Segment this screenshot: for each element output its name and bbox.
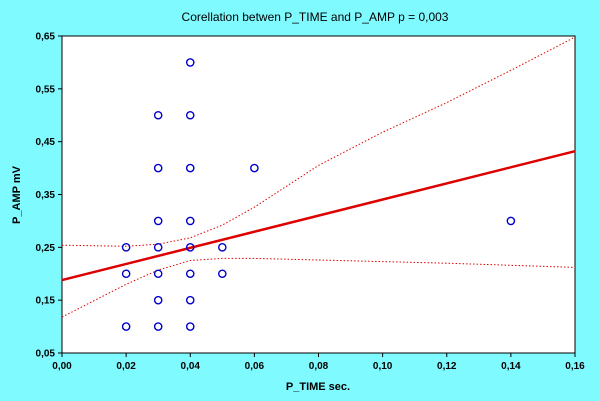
x-tick-label: 0,10 xyxy=(373,361,393,372)
data-point xyxy=(153,163,163,173)
x-tick-label: 0,12 xyxy=(437,361,457,372)
y-tick-label: 0,05 xyxy=(36,349,56,360)
x-tick-label: 0,04 xyxy=(181,361,201,372)
x-tick-label: 0,08 xyxy=(309,361,329,372)
x-tick-label: 0,14 xyxy=(501,361,521,372)
data-point xyxy=(218,269,227,279)
y-tick-label: 0,65 xyxy=(36,32,56,43)
regression-line xyxy=(61,149,576,282)
data-point xyxy=(153,269,163,279)
y-tick-label: 0,15 xyxy=(36,296,56,307)
data-point xyxy=(121,322,131,331)
data-point xyxy=(185,243,195,252)
x-axis-label: P_TIME sec. xyxy=(286,381,350,393)
x-tick-label: 0,16 xyxy=(565,361,585,372)
data-point xyxy=(185,269,195,279)
x-tick-label: 0,00 xyxy=(52,361,72,372)
y-axis-ticks: 0,05 0,15 0,25 0,35 0,45 0,55 0,65 xyxy=(36,32,62,360)
data-point xyxy=(153,243,163,252)
y-tick-label: 0,45 xyxy=(36,137,56,148)
data-point xyxy=(185,295,195,305)
x-tick-label: 0,06 xyxy=(245,361,265,372)
data-point xyxy=(250,163,259,173)
data-point xyxy=(185,322,195,331)
data-point xyxy=(121,269,131,279)
data-point xyxy=(121,243,131,252)
data-point xyxy=(185,110,195,120)
chart-title: Corellation betwen P_TIME and P_AMP p = … xyxy=(182,10,449,24)
data-point xyxy=(218,243,227,252)
y-axis-label: P_AMP mV xyxy=(11,165,23,224)
confidence-bands xyxy=(61,36,576,318)
data-point xyxy=(185,163,195,173)
confidence-band-upper xyxy=(61,36,576,247)
data-point xyxy=(185,216,195,226)
x-axis-ticks: 0,00 0,02 0,04 0,06 0,08 0,10 0,12 0,14 0,16 xyxy=(52,353,585,372)
data-point xyxy=(153,110,163,120)
x-tick-label: 0,02 xyxy=(116,361,136,372)
regression-layer xyxy=(61,149,576,282)
y-tick-label: 0,55 xyxy=(36,84,56,95)
data-point xyxy=(153,295,163,305)
data-point xyxy=(185,58,195,67)
data-point xyxy=(153,322,163,331)
y-tick-label: 0,25 xyxy=(36,243,56,254)
data-point xyxy=(153,216,163,226)
confidence-band-lower xyxy=(61,257,576,318)
data-points xyxy=(121,58,516,331)
data-point xyxy=(506,216,516,226)
plot-area xyxy=(61,35,576,354)
y-tick-label: 0,35 xyxy=(36,190,56,201)
